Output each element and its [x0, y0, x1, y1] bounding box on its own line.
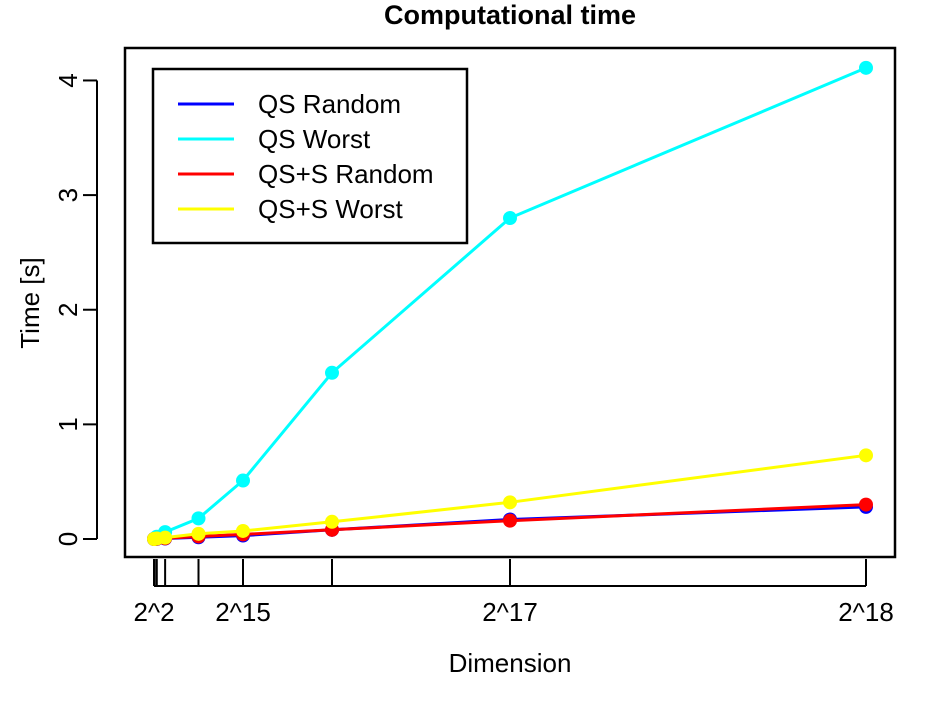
- x-tick-label-12: 2^18: [838, 597, 894, 627]
- data-point: [859, 60, 873, 75]
- y-tick-label-0: 0: [53, 532, 83, 546]
- data-point: [158, 530, 173, 545]
- x-tick-label-0: 2^2: [133, 597, 174, 627]
- series-layer: [147, 60, 873, 546]
- y-tick-label-3: 3: [53, 188, 83, 202]
- data-point: [503, 211, 517, 226]
- chart-title: Computational time: [384, 0, 636, 30]
- y-tick-label-4: 4: [53, 73, 83, 87]
- y-axis: 0 1 2 3 4: [53, 73, 98, 546]
- legend-label-1: QS Worst: [258, 124, 371, 154]
- x-tick-label-11: 2^17: [482, 597, 538, 627]
- data-point: [191, 526, 206, 541]
- series-3: [147, 448, 873, 546]
- data-point: [503, 495, 517, 510]
- data-point: [859, 448, 873, 463]
- data-point: [859, 497, 873, 512]
- legend-label-2: QS+S Random: [258, 159, 434, 189]
- y-tick-label-2: 2: [53, 302, 83, 316]
- plot-frame: [123, 46, 897, 559]
- data-point: [236, 473, 250, 488]
- data-point: [191, 511, 206, 526]
- y-tick-label-1: 1: [53, 417, 83, 431]
- x-axis-label: Dimension: [449, 648, 572, 678]
- legend: QS Random QS Worst QS+S Random QS+S Worst: [151, 67, 469, 245]
- data-point: [236, 523, 250, 538]
- legend-label-3: QS+S Worst: [258, 194, 404, 224]
- legend-label-0: QS Random: [258, 89, 401, 119]
- x-axis: 2^2 2^15 2^17 2^18: [133, 559, 894, 627]
- data-point: [503, 513, 517, 528]
- legend-box: [151, 67, 469, 245]
- x-tick-label-9: 2^15: [215, 597, 271, 627]
- data-point: [325, 365, 339, 380]
- y-axis-label: Time [s]: [15, 257, 45, 348]
- data-point: [325, 514, 339, 529]
